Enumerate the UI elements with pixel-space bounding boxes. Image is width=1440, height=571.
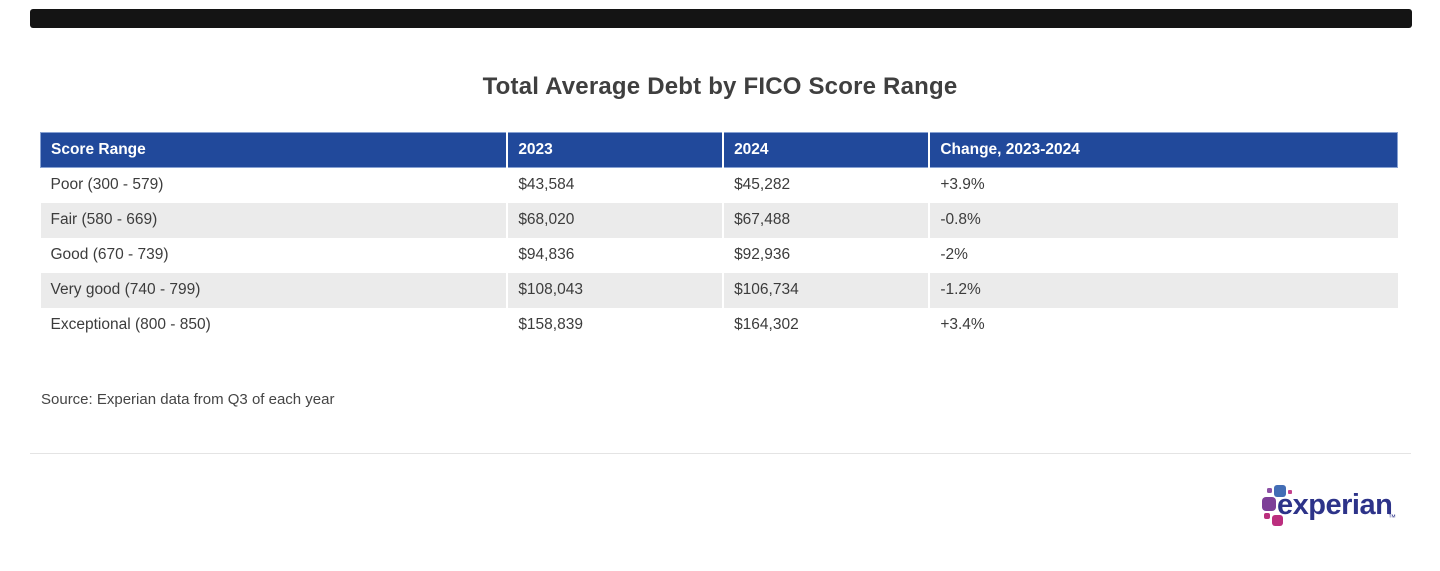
cell-2023: $108,043 bbox=[506, 272, 724, 308]
table-header-row: Score Range 2023 2024 Change, 2023-2024 bbox=[40, 132, 1399, 168]
cell-2024: $67,488 bbox=[722, 202, 930, 238]
experian-logo: experian ™ bbox=[1252, 482, 1402, 540]
page-title: Total Average Debt by FICO Score Range bbox=[482, 73, 958, 101]
cell-2024: $106,734 bbox=[722, 272, 930, 308]
logo-block-magenta-small-icon bbox=[1264, 513, 1270, 519]
cell-change-2023-2024: -1.2% bbox=[928, 272, 1398, 308]
cell-2024: $164,302 bbox=[722, 307, 930, 343]
column-header-score-range: Score Range bbox=[40, 132, 508, 168]
cell-score-range: Fair (580 - 669) bbox=[40, 202, 508, 238]
cell-change-2023-2024: +3.4% bbox=[928, 307, 1398, 343]
cell-change-2023-2024: -0.8% bbox=[928, 202, 1398, 238]
logo-block-magenta-dot-icon bbox=[1288, 490, 1292, 494]
table-row: Exceptional (800 - 850) $158,839 $164,302 +… bbox=[40, 307, 1398, 343]
cell-score-range: Very good (740 - 799) bbox=[40, 272, 508, 308]
logo-block-purple-big-icon bbox=[1262, 497, 1276, 511]
cell-2023: $43,584 bbox=[506, 167, 724, 203]
footer-divider bbox=[30, 453, 1411, 454]
trademark-symbol: ™ bbox=[1388, 513, 1396, 522]
cell-change-2023-2024: -2% bbox=[928, 237, 1398, 273]
cell-2023: $68,020 bbox=[506, 202, 724, 238]
column-header-change-2023-2024: Change, 2023-2024 bbox=[928, 132, 1399, 168]
table-row: Good (670 - 739) $94,836 $92,936 -2% bbox=[40, 237, 1398, 273]
debt-table: Score Range 2023 2024 Change, 2023-2024 Poo… bbox=[40, 132, 1399, 343]
source-note: Source: Experian data from Q3 of each ye… bbox=[41, 391, 335, 408]
cell-2023: $94,836 bbox=[506, 237, 724, 273]
cell-score-range: Good (670 - 739) bbox=[40, 237, 508, 273]
cell-2024: $92,936 bbox=[722, 237, 930, 273]
table-row: Fair (580 - 669) $68,020 $67,488 -0.8% bbox=[40, 202, 1398, 238]
logo-block-blue-icon bbox=[1274, 485, 1286, 497]
logo-block-magenta-med-icon bbox=[1272, 515, 1283, 526]
table-row: Very good (740 - 799) $108,043 $106,734 -1.… bbox=[40, 272, 1398, 308]
column-header-2024: 2024 bbox=[722, 132, 930, 168]
top-bar bbox=[30, 9, 1412, 28]
debt-table-container: Score Range 2023 2024 Change, 2023-2024 Poo… bbox=[40, 132, 1399, 343]
cell-change-2023-2024: +3.9% bbox=[928, 167, 1398, 203]
cell-score-range: Exceptional (800 - 850) bbox=[40, 307, 508, 343]
column-header-2023: 2023 bbox=[506, 132, 724, 168]
cell-score-range: Poor (300 - 579) bbox=[40, 167, 508, 203]
experian-wordmark: experian bbox=[1277, 489, 1393, 521]
cell-2024: $45,282 bbox=[722, 167, 930, 203]
cell-2023: $158,839 bbox=[506, 307, 724, 343]
table-row: Poor (300 - 579) $43,584 $45,282 +3.9% bbox=[40, 167, 1398, 203]
logo-block-purple-small-icon bbox=[1267, 488, 1272, 493]
